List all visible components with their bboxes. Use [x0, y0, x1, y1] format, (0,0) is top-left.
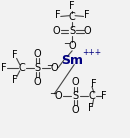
Text: O: O — [68, 41, 76, 51]
Text: −: − — [63, 39, 70, 49]
Text: −: − — [46, 61, 53, 70]
Text: F: F — [55, 10, 61, 20]
Text: F: F — [69, 1, 75, 11]
Text: C: C — [69, 12, 76, 22]
Text: F: F — [84, 10, 89, 20]
Text: S: S — [72, 91, 79, 101]
Text: O: O — [53, 26, 60, 36]
Text: O: O — [34, 76, 41, 87]
Text: O: O — [55, 91, 62, 101]
Text: F: F — [101, 91, 107, 101]
Text: C: C — [89, 91, 96, 101]
Text: F: F — [91, 79, 96, 89]
Text: F: F — [1, 63, 7, 73]
Text: F: F — [12, 50, 18, 60]
Text: O: O — [50, 63, 58, 73]
Text: C: C — [18, 63, 25, 73]
Text: F: F — [12, 75, 18, 85]
Text: +++: +++ — [83, 48, 102, 57]
Text: F: F — [88, 103, 94, 113]
Text: Sm: Sm — [61, 54, 83, 67]
Text: O: O — [72, 77, 79, 87]
Text: O: O — [72, 105, 79, 115]
Text: O: O — [84, 26, 92, 36]
Text: S: S — [35, 63, 41, 73]
Text: O: O — [34, 49, 41, 59]
Text: −: − — [49, 89, 56, 98]
Text: S: S — [69, 26, 75, 36]
